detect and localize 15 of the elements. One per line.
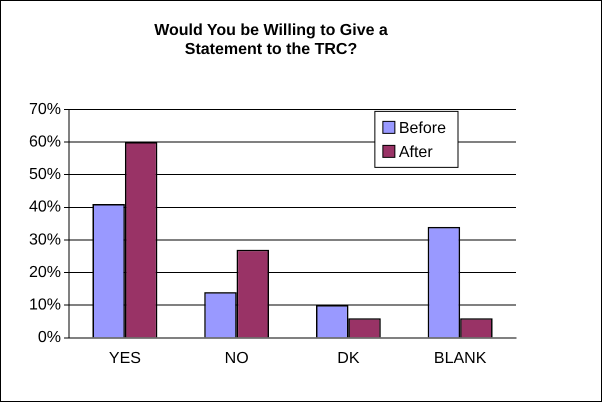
y-tick-label: 40% [28, 198, 62, 216]
y-tick-label: 60% [28, 133, 62, 150]
x-tick-label: BLANK [434, 350, 487, 367]
y-tick-label: 50% [28, 166, 62, 184]
y-tick-label: 0% [38, 329, 62, 346]
legend-label: Before [398, 120, 446, 137]
y-tick-label: 20% [28, 264, 62, 281]
y-tick-label: 70% [28, 100, 62, 118]
x-tick-label: NO [224, 350, 249, 367]
x-tick-label: DK [337, 350, 360, 367]
chart-title: Would You be Willing to Give a Statement to the TRC? [154, 22, 388, 58]
y-tick-label: 30% [28, 231, 62, 248]
x-tick-label: YES [108, 350, 141, 367]
legend-label: After [398, 144, 434, 161]
y-tick-label: 10% [28, 296, 62, 314]
